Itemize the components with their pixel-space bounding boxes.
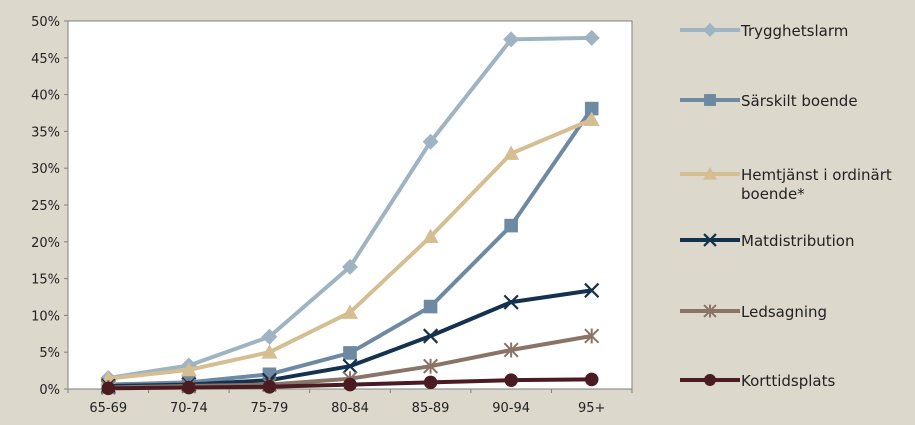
y-tick-label: 35% [31, 125, 60, 140]
y-tick-label: 30% [31, 162, 60, 177]
data-point [504, 373, 518, 387]
data-point [422, 328, 439, 344]
legend-label: Matdistribution [741, 232, 855, 250]
x-tick-label: 70-74 [170, 401, 208, 416]
y-tick-label: 15% [31, 273, 60, 288]
axes: 0% 5% 10% 15% 20% 25% 30% 35% 40% 45% 50% 65-69 70-7… [31, 15, 633, 416]
data-point [261, 328, 278, 345]
legend-item: Korttidsplats [680, 372, 835, 390]
series-2 [100, 111, 600, 386]
data-point [503, 145, 520, 160]
legend-label: Särskilt boende [741, 92, 858, 110]
x-tick-label: 95+ [578, 401, 605, 416]
data-point [584, 328, 600, 344]
legend-marker [703, 304, 717, 318]
series-5 [101, 372, 599, 396]
y-tick-label: 45% [31, 52, 60, 67]
data-point [262, 379, 277, 394]
legend-label: Korttidsplats [741, 372, 835, 390]
legend-marker [703, 233, 717, 247]
data-point [422, 228, 439, 244]
x-tick-label: 90-94 [492, 401, 530, 416]
data-point [584, 282, 600, 298]
data-point [504, 218, 518, 233]
y-tick-label: 50% [31, 15, 60, 30]
legend-label: Ledsagning [741, 303, 827, 321]
x-tick-label: 85-89 [412, 401, 450, 416]
x-tick-label: 80-84 [331, 401, 369, 416]
legend-label: Hemtjänst i ordinärt boende* [741, 166, 892, 203]
data-point [583, 111, 600, 127]
plot-area [67, 20, 633, 390]
legend-item: Matdistribution [680, 232, 855, 250]
legend-item: Ledsagning [680, 303, 827, 321]
legend-marker [703, 167, 717, 180]
data-point [503, 342, 519, 358]
data-point [342, 258, 358, 275]
x-tick-label: 75-79 [251, 401, 289, 416]
legend-item: Trygghetslarm [680, 22, 848, 40]
data-point [503, 294, 519, 310]
legend-marker [703, 23, 717, 37]
data-point [343, 377, 357, 392]
data-point [584, 372, 599, 387]
legend-item: Hemtjänst i ordinärt boende* [680, 166, 892, 203]
data-point [182, 380, 196, 395]
legend-item: Särskilt boende [680, 92, 858, 110]
x-tick-label: 65-69 [89, 401, 127, 416]
data-point [422, 133, 439, 150]
y-tick-label: 5% [39, 346, 60, 361]
series-lines [100, 29, 600, 396]
data-point [180, 361, 197, 377]
data-point [423, 375, 438, 390]
y-tick-label: 40% [31, 89, 60, 104]
y-tick-label: 20% [31, 236, 60, 251]
y-tick-label: 10% [31, 309, 60, 324]
data-point [261, 344, 278, 359]
y-tick-label: 25% [31, 199, 60, 214]
y-tick-label: 0% [39, 383, 60, 398]
data-point [584, 101, 599, 116]
legend-label: Trygghetslarm [740, 22, 848, 40]
data-point [503, 31, 520, 48]
data-point [101, 381, 116, 396]
data-point [342, 304, 358, 319]
data-point [583, 29, 600, 46]
data-point [342, 358, 358, 374]
legend-marker [704, 94, 716, 106]
legend-marker [704, 374, 716, 386]
data-point [423, 299, 438, 314]
data-point [423, 358, 439, 374]
data-point [343, 346, 357, 360]
legend: Trygghetslarm Särskilt boende Hemtjänst i … [680, 22, 892, 390]
